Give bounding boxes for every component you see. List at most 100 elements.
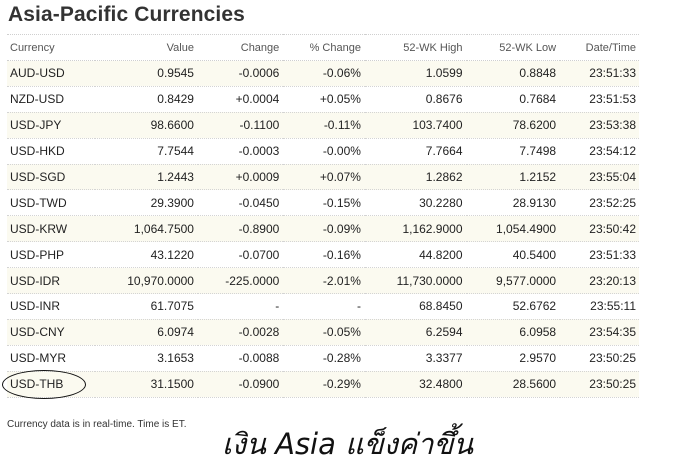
high-52wk-cell: 44.8200 <box>364 241 467 269</box>
high-52wk-cell: 0.8676 <box>364 86 467 113</box>
change-cell: +0.0009 <box>197 164 284 191</box>
datetime-cell: 23:55:04 <box>560 164 639 191</box>
change-cell: - <box>197 293 284 320</box>
low-52wk-cell: 0.7684 <box>466 86 561 113</box>
percent-change-cell: -0.29% <box>283 371 365 398</box>
percent-change-cell: -0.05% <box>283 319 365 346</box>
value-cell: 6.0974 <box>95 319 198 346</box>
value-cell: 0.9545 <box>95 60 198 87</box>
datetime-cell: 23:54:35 <box>560 319 639 346</box>
change-cell: -0.0700 <box>197 241 284 269</box>
currency-symbol-link[interactable]: NZD-USD <box>7 86 96 113</box>
percent-change-cell: -0.15% <box>283 189 365 217</box>
change-cell: -0.0028 <box>197 319 284 346</box>
currency-symbol-link[interactable]: USD-INR <box>7 293 96 320</box>
change-cell: -0.8900 <box>197 215 284 243</box>
footer-note: Currency data is in real-time. Time is E… <box>7 419 187 430</box>
high-52wk-cell: 32.4800 <box>364 371 467 398</box>
high-52wk-cell: 3.3377 <box>364 345 467 372</box>
value-cell: 10,970.0000 <box>95 267 198 295</box>
table-row: USD-THB 31.1500 -0.0900 -0.29% 32.4800 28.560… <box>7 371 639 398</box>
low-52wk-cell: 52.6762 <box>466 293 561 320</box>
datetime-cell: 23:55:11 <box>560 293 639 320</box>
datetime-cell: 23:53:38 <box>560 112 639 139</box>
low-52wk-cell: 28.5600 <box>466 371 561 398</box>
change-cell: -0.0006 <box>197 60 284 87</box>
table-row: USD-PHP 43.1220 -0.0700 -0.16% 44.8200 40.540… <box>7 241 639 269</box>
value-cell: 1,064.7500 <box>95 215 198 243</box>
table-row: USD-JPY 98.6600 -0.1100 -0.11% 103.7400 78.62… <box>7 112 639 139</box>
table-row: USD-SGD 1.2443 +0.0009 +0.07% 1.2862 1.2152 23… <box>7 164 639 191</box>
low-52wk-cell: 28.9130 <box>466 189 561 217</box>
datetime-cell: 23:50:42 <box>560 215 639 243</box>
currency-symbol-link[interactable]: USD-CNY <box>7 319 96 346</box>
table-row: USD-TWD 29.3900 -0.0450 -0.15% 30.2280 28.913… <box>7 189 639 217</box>
column-header-currency[interactable]: Currency <box>7 34 96 61</box>
column-header-datetime[interactable]: Date/Time <box>560 34 639 61</box>
value-cell: 7.7544 <box>95 138 198 165</box>
percent-change-cell: -0.28% <box>283 345 365 372</box>
datetime-cell: 23:20:13 <box>560 267 639 295</box>
low-52wk-cell: 40.5400 <box>466 241 561 269</box>
currency-symbol-link[interactable]: USD-SGD <box>7 164 96 191</box>
high-52wk-cell: 68.8450 <box>364 293 467 320</box>
table-row: NZD-USD 0.8429 +0.0004 +0.05% 0.8676 0.7684 23… <box>7 86 639 113</box>
percent-change-cell: -2.01% <box>283 267 365 295</box>
currency-symbol-link[interactable]: USD-IDR <box>7 267 96 295</box>
change-cell: -0.1100 <box>197 112 284 139</box>
currency-symbol-link[interactable]: USD-PHP <box>7 241 96 269</box>
currency-symbol-link[interactable]: USD-MYR <box>7 345 96 372</box>
datetime-cell: 23:54:12 <box>560 138 639 165</box>
table-row: AUD-USD 0.9545 -0.0006 -0.06% 1.0599 0.8848 23… <box>7 60 639 87</box>
currency-symbol-link[interactable]: USD-JPY <box>7 112 96 139</box>
percent-change-cell: -0.00% <box>283 138 365 165</box>
currency-symbol-link[interactable]: USD-HKD <box>7 138 96 165</box>
table-row: USD-HKD 7.7544 -0.0003 -0.00% 7.7664 7.7498 23… <box>7 138 639 165</box>
currency-symbol-link[interactable]: USD-TWD <box>7 189 96 217</box>
percent-change-cell: -0.09% <box>283 215 365 243</box>
change-cell: -0.0450 <box>197 189 284 217</box>
change-cell: -0.0003 <box>197 138 284 165</box>
high-52wk-cell: 103.7400 <box>364 112 467 139</box>
high-52wk-cell: 30.2280 <box>364 189 467 217</box>
thai-caption: เงิน Asia แข็งค่าขึ้น <box>222 427 474 461</box>
change-cell: +0.0004 <box>197 86 284 113</box>
high-52wk-cell: 6.2594 <box>364 319 467 346</box>
percent-change-cell: -0.11% <box>283 112 365 139</box>
datetime-cell: 23:50:25 <box>560 371 639 398</box>
low-52wk-cell: 0.8848 <box>466 60 561 87</box>
datetime-cell: 23:52:25 <box>560 189 639 217</box>
table-row: USD-MYR 3.1653 -0.0088 -0.28% 3.3377 2.9570 23… <box>7 345 639 372</box>
table-header-row: Currency Value Change % Change 52-WK Hig… <box>7 34 639 61</box>
value-cell: 61.7075 <box>95 293 198 320</box>
table-row: USD-IDR 10,970.0000 -225.0000 -2.01% 11,730.… <box>7 267 639 295</box>
low-52wk-cell: 1,054.4900 <box>466 215 561 243</box>
datetime-cell: 23:51:53 <box>560 86 639 113</box>
value-cell: 43.1220 <box>95 241 198 269</box>
change-cell: -225.0000 <box>197 267 284 295</box>
percent-change-cell: - <box>283 293 365 320</box>
high-52wk-cell: 1,162.9000 <box>364 215 467 243</box>
currency-symbol-link[interactable]: AUD-USD <box>7 60 96 87</box>
percent-change-cell: +0.05% <box>283 86 365 113</box>
page-title: Asia-Pacific Currencies <box>8 3 245 26</box>
currency-symbol-link[interactable]: USD-KRW <box>7 215 96 243</box>
column-header-percent-change[interactable]: % Change <box>283 34 365 61</box>
currency-symbol-link[interactable]: USD-THB <box>7 371 96 398</box>
column-header-value[interactable]: Value <box>95 34 198 61</box>
column-header-change[interactable]: Change <box>197 34 284 61</box>
value-cell: 0.8429 <box>95 86 198 113</box>
low-52wk-cell: 7.7498 <box>466 138 561 165</box>
column-header-52wk-high[interactable]: 52-WK High <box>364 34 467 61</box>
datetime-cell: 23:50:25 <box>560 345 639 372</box>
value-cell: 29.3900 <box>95 189 198 217</box>
high-52wk-cell: 1.0599 <box>364 60 467 87</box>
datetime-cell: 23:51:33 <box>560 241 639 269</box>
column-header-52wk-low[interactable]: 52-WK Low <box>466 34 561 61</box>
value-cell: 3.1653 <box>95 345 198 372</box>
high-52wk-cell: 1.2862 <box>364 164 467 191</box>
value-cell: 31.1500 <box>95 371 198 398</box>
table-row: USD-CNY 6.0974 -0.0028 -0.05% 6.2594 6.0958 23… <box>7 319 639 346</box>
high-52wk-cell: 7.7664 <box>364 138 467 165</box>
change-cell: -0.0900 <box>197 371 284 398</box>
